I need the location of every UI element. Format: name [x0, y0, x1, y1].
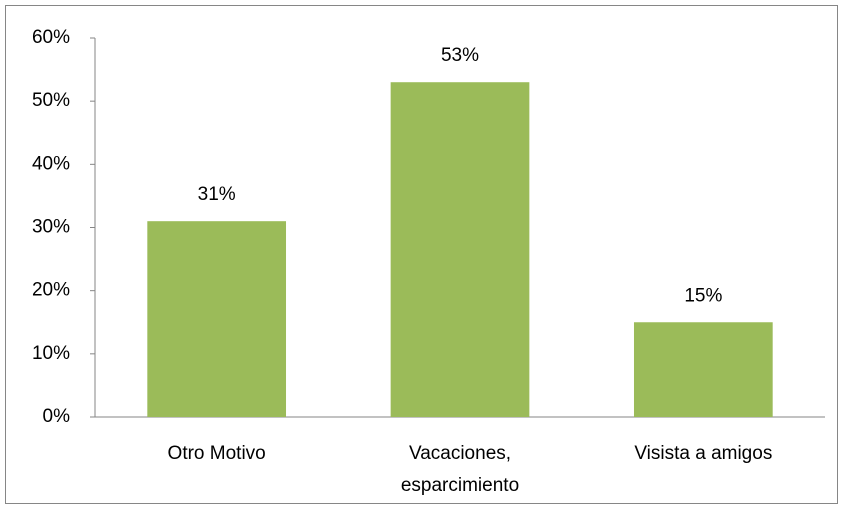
y-tick-label: 50%: [32, 90, 70, 111]
bar: [147, 221, 287, 417]
y-tick-label: 10%: [32, 343, 70, 364]
data-label: 53%: [441, 45, 479, 66]
bar: [390, 82, 530, 417]
y-tick-label: 30%: [32, 217, 70, 238]
y-tick-label: 60%: [32, 27, 70, 48]
y-tick-label: 40%: [32, 153, 70, 174]
bar: [633, 322, 773, 417]
data-label: 15%: [684, 285, 722, 306]
y-tick-label: 0%: [43, 406, 71, 427]
x-tick-label: Otro Motivo: [167, 443, 266, 464]
x-tick-label: Vacaciones, esparcimiento: [400, 443, 520, 496]
data-label: 31%: [198, 184, 236, 205]
y-tick-label: 20%: [32, 280, 70, 301]
x-tick-label: Visista a amigos: [634, 443, 773, 464]
